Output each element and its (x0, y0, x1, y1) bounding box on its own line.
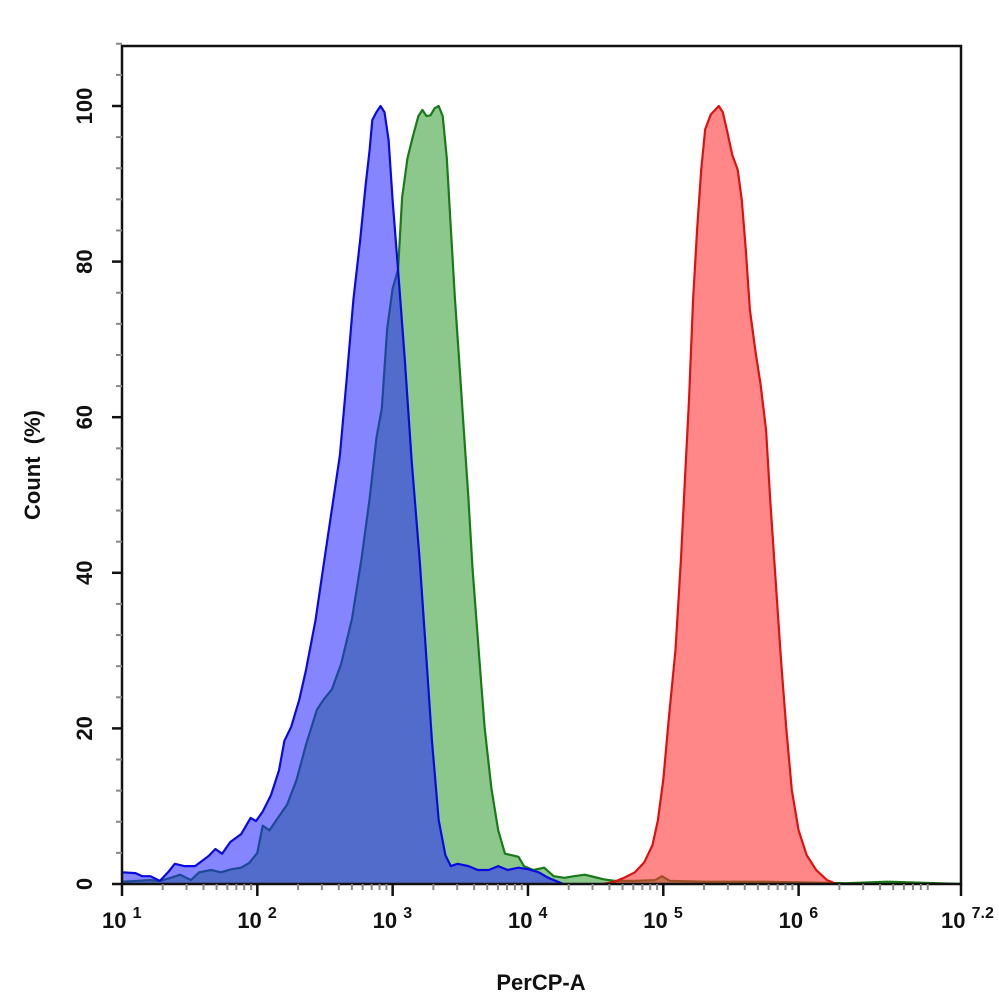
x-tick-label: 10 5 (643, 905, 683, 933)
x-tick-label: 10 4 (508, 905, 548, 933)
y-tick-label: 0 (72, 878, 97, 890)
series-green-fill (122, 106, 961, 884)
series-blue-line (121, 104, 564, 886)
histogram-series-layer (121, 104, 962, 886)
x-axis-ticks: 10 1 10 2 10 3 10 4 10 5 10 6 10 7.2 (102, 884, 994, 933)
y-axis-ticks: 0 20 40 60 80 100 (72, 42, 122, 890)
series-blue-fill (122, 106, 564, 884)
x-tick-label: 10 7.2 (941, 905, 994, 933)
series-red-fill (603, 106, 837, 884)
y-tick-label: 40 (72, 561, 97, 585)
y-tick-label: 80 (72, 249, 97, 273)
series-green-line (121, 104, 962, 886)
axes (120, 44, 963, 886)
x-axis-title: PerCP-A (496, 970, 585, 995)
series-red-line (603, 104, 837, 886)
y-tick-label: 20 (72, 716, 97, 740)
y-tick-label: 60 (72, 405, 97, 429)
x-tick-label: 10 6 (779, 905, 819, 933)
y-axis-title: Count (%) (20, 410, 45, 520)
x-tick-label: 10 1 (102, 905, 142, 933)
y-tick-label: 100 (72, 88, 97, 125)
x-tick-label: 10 3 (373, 905, 413, 933)
plot-frame (120, 44, 963, 886)
x-tick-label: 10 2 (237, 905, 277, 933)
